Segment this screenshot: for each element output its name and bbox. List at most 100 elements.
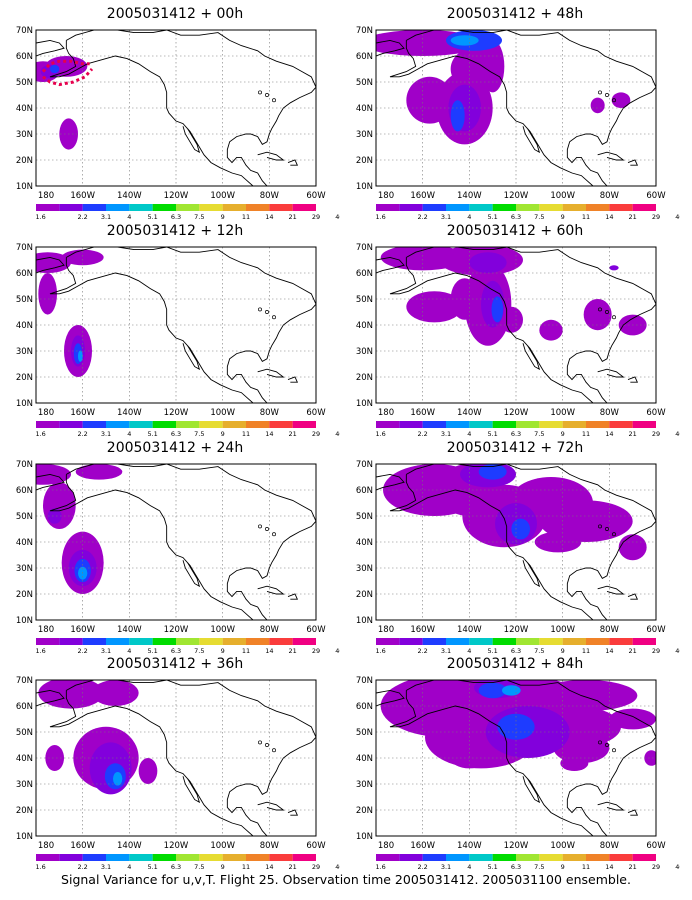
panel-title: 2005031412 + 60h	[446, 223, 584, 239]
lon-tick-label: 120W	[504, 625, 529, 635]
colorbar-label: 29	[652, 647, 660, 655]
lon-tick-label: 60W	[306, 191, 326, 201]
lat-tick-label: 30N	[356, 564, 373, 574]
variance-contour	[609, 265, 619, 271]
colorbar-label: 7.5	[194, 213, 204, 221]
variance-contour	[138, 758, 158, 784]
lon-tick-label: 100W	[210, 191, 235, 201]
lat-tick-label: 60N	[16, 486, 33, 496]
lat-tick-label: 20N	[16, 373, 33, 383]
lon-tick-label: 160W	[410, 191, 435, 201]
variance-contour	[534, 680, 638, 712]
colorbar-label: 11	[582, 863, 590, 871]
variance-contour	[450, 100, 465, 132]
map-plot: 70N 60N 50N 40N 30N 20N 10N 180 160W 140W 120W 100W…	[16, 460, 340, 655]
lat-tick-label: 60N	[16, 269, 33, 279]
colorbar-label: 11	[242, 863, 250, 871]
colorbar-label: 7.5	[534, 213, 544, 221]
colorbar-label: 40	[335, 647, 340, 655]
figure-caption: Signal Variance for u,v,T. Flight 25. Ob…	[61, 872, 631, 887]
lon-tick-label: 140W	[457, 191, 482, 201]
coastlines	[36, 30, 316, 186]
variance-contour	[618, 534, 647, 561]
variance-contour	[478, 682, 507, 699]
colorbar-label: 21	[289, 213, 297, 221]
lat-tick-label: 10N	[16, 399, 33, 409]
colorbar-swatch	[269, 421, 293, 428]
colorbar-swatch	[176, 854, 200, 861]
lat-tick-label: 30N	[16, 564, 33, 574]
lat-tick-label: 50N	[16, 512, 33, 522]
variance-contour	[534, 531, 582, 553]
variance-contour	[92, 680, 139, 706]
lat-tick-label: 10N	[16, 616, 33, 626]
lon-tick-label: 80W	[260, 191, 280, 201]
variance-contour	[611, 92, 631, 108]
colorbar-label: 7.5	[194, 430, 204, 438]
lon-tick-label: 120W	[504, 408, 529, 418]
colorbar-label: 6.3	[171, 863, 181, 871]
colorbar: 1.6 2.2 3.1 4 5.1 6.3 7.5 9 11 14 21 29 40	[35, 421, 340, 438]
lon-tick-label: 60W	[646, 191, 666, 201]
colorbar-swatch	[269, 638, 293, 645]
colorbar-swatch	[562, 421, 586, 428]
colorbar-swatch	[36, 204, 60, 211]
colorbar-swatch	[246, 204, 270, 211]
colorbar-swatch	[292, 204, 316, 211]
colorbar-swatch	[36, 854, 60, 861]
lat-tick-label: 40N	[16, 104, 33, 114]
lon-tick-label: 140W	[117, 841, 142, 851]
colorbar-label: 9	[221, 430, 225, 438]
lat-tick-label: 50N	[16, 728, 33, 738]
colorbar-swatch	[422, 638, 446, 645]
colorbar-label: 21	[629, 213, 637, 221]
lon-tick-label: 60W	[646, 625, 666, 635]
lat-tick-label: 20N	[356, 156, 373, 166]
colorbar-swatch	[59, 638, 83, 645]
colorbar-swatch	[516, 854, 540, 861]
map-panel-12h: 2005031412 + 12h 70N 60N 50N 40N 30N 20N 10N 18…	[10, 223, 340, 438]
colorbar-swatch	[586, 421, 610, 428]
variance-contour	[491, 296, 504, 323]
colorbar-swatch	[609, 638, 633, 645]
lat-tick-label: 50N	[16, 78, 33, 88]
colorbar-label: 21	[289, 430, 297, 438]
lon-tick-label: 60W	[646, 408, 666, 418]
colorbar-label: 21	[289, 863, 297, 871]
lat-tick-label: 50N	[356, 728, 373, 738]
colorbar-label: 7.5	[194, 863, 204, 871]
lon-tick-label: 80W	[600, 841, 620, 851]
variance-contour	[539, 500, 633, 542]
lon-tick-label: 160W	[70, 408, 95, 418]
colorbar-swatch	[152, 638, 176, 645]
variance-contour	[478, 464, 507, 480]
colorbar-label: 14	[605, 430, 613, 438]
colorbar-swatch	[199, 421, 223, 428]
lon-tick-label: 60W	[646, 841, 666, 851]
coastlines	[376, 464, 656, 620]
colorbar-label: 2.2	[417, 430, 427, 438]
map-plot: 70N 60N 50N 40N 30N 20N 10N 180 160W 140W 120W 100W…	[16, 676, 340, 871]
variance-contour	[450, 35, 479, 46]
lon-tick-label: 180	[38, 841, 54, 851]
colorbar-label: 21	[629, 647, 637, 655]
plot-frame	[35, 29, 317, 187]
colorbar-swatch	[106, 421, 130, 428]
colorbar-label: 7.5	[194, 647, 204, 655]
panel-title: 2005031412 + 36h	[106, 656, 244, 672]
plot-frame	[375, 246, 657, 404]
colorbar-swatch	[399, 854, 423, 861]
colorbar-label: 1.6	[375, 647, 385, 655]
variance-contour	[497, 713, 535, 740]
colorbar-label: 21	[629, 863, 637, 871]
lon-tick-label: 120W	[504, 841, 529, 851]
colorbar-swatch	[632, 204, 656, 211]
colorbar-label: 4	[127, 213, 131, 221]
lat-tick-label: 10N	[16, 832, 33, 842]
colorbar-swatch	[632, 638, 656, 645]
lat-tick-label: 20N	[356, 806, 373, 816]
colorbar-swatch	[492, 638, 516, 645]
lon-tick-label: 100W	[550, 625, 575, 635]
colorbar-label: 40	[335, 863, 340, 871]
colorbar-swatch	[446, 421, 470, 428]
